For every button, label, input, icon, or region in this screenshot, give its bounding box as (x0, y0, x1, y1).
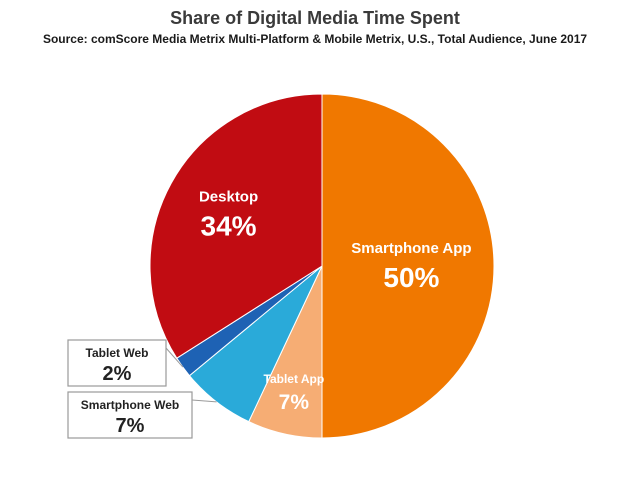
pie-slices (149, 93, 495, 439)
label-desktop-value: 34% (201, 211, 257, 242)
leader-tablet-web (165, 347, 184, 368)
label-smartphone-app-name: Smartphone App (351, 240, 471, 257)
label-smartphone-web-name: Smartphone Web (81, 398, 179, 412)
label-tablet-web-value: 2% (103, 363, 132, 385)
label-tablet-app-value: 7% (279, 391, 310, 414)
slice-smartphone-app (321, 93, 495, 439)
leader-smartphone-web (191, 399, 217, 403)
slice-labels: Smartphone App 50% Tablet App 7% Desktop 34% (199, 189, 472, 414)
callout-boxes: Smartphone Web 7% Tablet Web 2% (67, 339, 217, 439)
label-smartphone-web-value: 7% (116, 415, 145, 437)
chart-title: Share of Digital Media Time Spent (170, 8, 460, 28)
label-tablet-web-name: Tablet Web (86, 346, 149, 360)
label-desktop-name: Desktop (199, 189, 258, 206)
chart-subtitle: Source: comScore Media Metrix Multi-Plat… (42, 32, 588, 46)
callout-box-tablet-web (67, 339, 167, 387)
label-tablet-app-name: Tablet App (264, 372, 325, 386)
slice-desktop (149, 93, 323, 359)
callout-box-smartphone-web (67, 391, 193, 439)
label-smartphone-app-value: 50% (383, 262, 439, 293)
